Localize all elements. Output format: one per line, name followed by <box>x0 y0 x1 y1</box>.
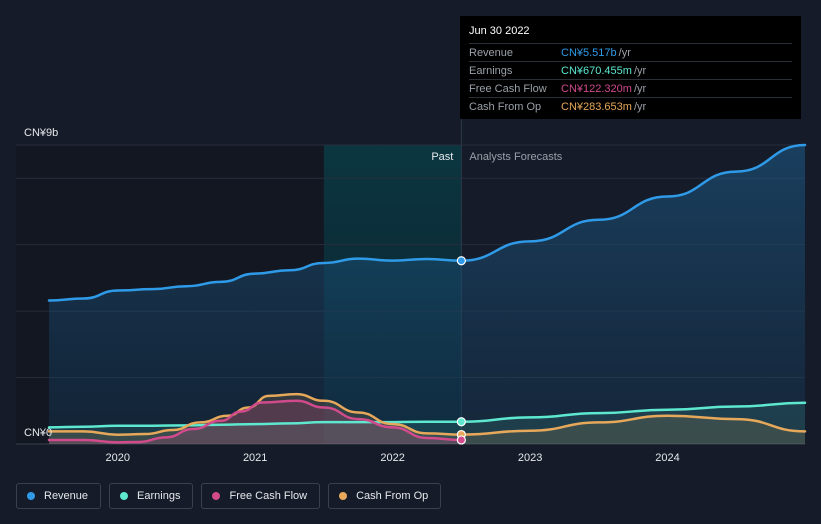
series-area-fcf <box>49 400 462 444</box>
tooltip-row-fcf: Free Cash Flow CN¥122.320m /yr <box>469 79 792 97</box>
legend-item-cfo[interactable]: Cash From Op <box>328 483 442 509</box>
legend-label: Revenue <box>44 490 89 502</box>
legend-label: Free Cash Flow <box>229 490 308 502</box>
tooltip-unit: /yr <box>633 100 647 113</box>
tooltip-label: Revenue <box>469 46 514 59</box>
x-tick-label: 2020 <box>105 452 129 464</box>
point-marker-fcf <box>456 435 466 445</box>
series-area-cfo <box>49 394 805 444</box>
legend-item-fcf[interactable]: Free Cash Flow <box>201 483 321 509</box>
tooltip-value: CN¥5.517b <box>561 46 617 59</box>
revenue-dot-icon <box>27 492 35 500</box>
point-marker-earnings <box>456 417 466 427</box>
tooltip: Jun 30 2022 Revenue CN¥5.517b /yr Earnin… <box>460 16 801 119</box>
series-line-earnings <box>47 401 807 429</box>
x-tick-label: 2024 <box>655 452 679 464</box>
tooltip-unit: /yr <box>618 46 631 59</box>
tooltip-date: Jun 30 2022 <box>469 25 530 37</box>
forecast-label: Analysts Forecasts <box>469 151 562 163</box>
x-tick-label: 2023 <box>518 452 542 464</box>
legend-item-earnings[interactable]: Earnings <box>109 483 194 509</box>
tooltip-unit: /yr <box>633 82 647 95</box>
tooltip-row-earnings: Earnings CN¥670.455m /yr <box>469 61 792 79</box>
tooltip-value: CN¥670.455m <box>561 64 632 77</box>
legend: Revenue Earnings Free Cash Flow Cash Fro… <box>16 483 449 509</box>
series-line-revenue <box>47 143 807 302</box>
tooltip-row-cfo: Cash From Op CN¥283.653m /yr <box>469 97 792 115</box>
series-area-revenue <box>49 145 805 444</box>
past-label: Past <box>431 151 453 163</box>
series-line-fcf <box>47 399 463 444</box>
tooltip-row-revenue: Revenue CN¥5.517b /yr <box>469 43 792 61</box>
tooltip-unit: /yr <box>633 64 647 77</box>
x-tick-label: 2021 <box>243 452 267 464</box>
point-marker-revenue <box>456 256 466 266</box>
tooltip-value: CN¥122.320m <box>561 82 632 95</box>
y-tick-label-bottom: CN¥0 <box>24 427 52 439</box>
tooltip-label: Cash From Op <box>469 100 542 113</box>
series-line-cfo <box>47 392 807 436</box>
legend-label: Earnings <box>137 490 181 502</box>
tooltip-label: Free Cash Flow <box>469 82 547 95</box>
y-tick-label-top: CN¥9b <box>24 127 58 139</box>
fcf-dot-icon <box>212 492 221 500</box>
legend-item-revenue[interactable]: Revenue <box>16 483 102 509</box>
tooltip-value: CN¥283.653m <box>561 100 632 113</box>
legend-label: Cash From Op <box>356 490 429 502</box>
tooltip-label: Earnings <box>469 64 513 77</box>
x-tick-label: 2022 <box>380 452 404 464</box>
earnings-dot-icon <box>120 492 129 500</box>
cfo-dot-icon <box>339 492 348 500</box>
